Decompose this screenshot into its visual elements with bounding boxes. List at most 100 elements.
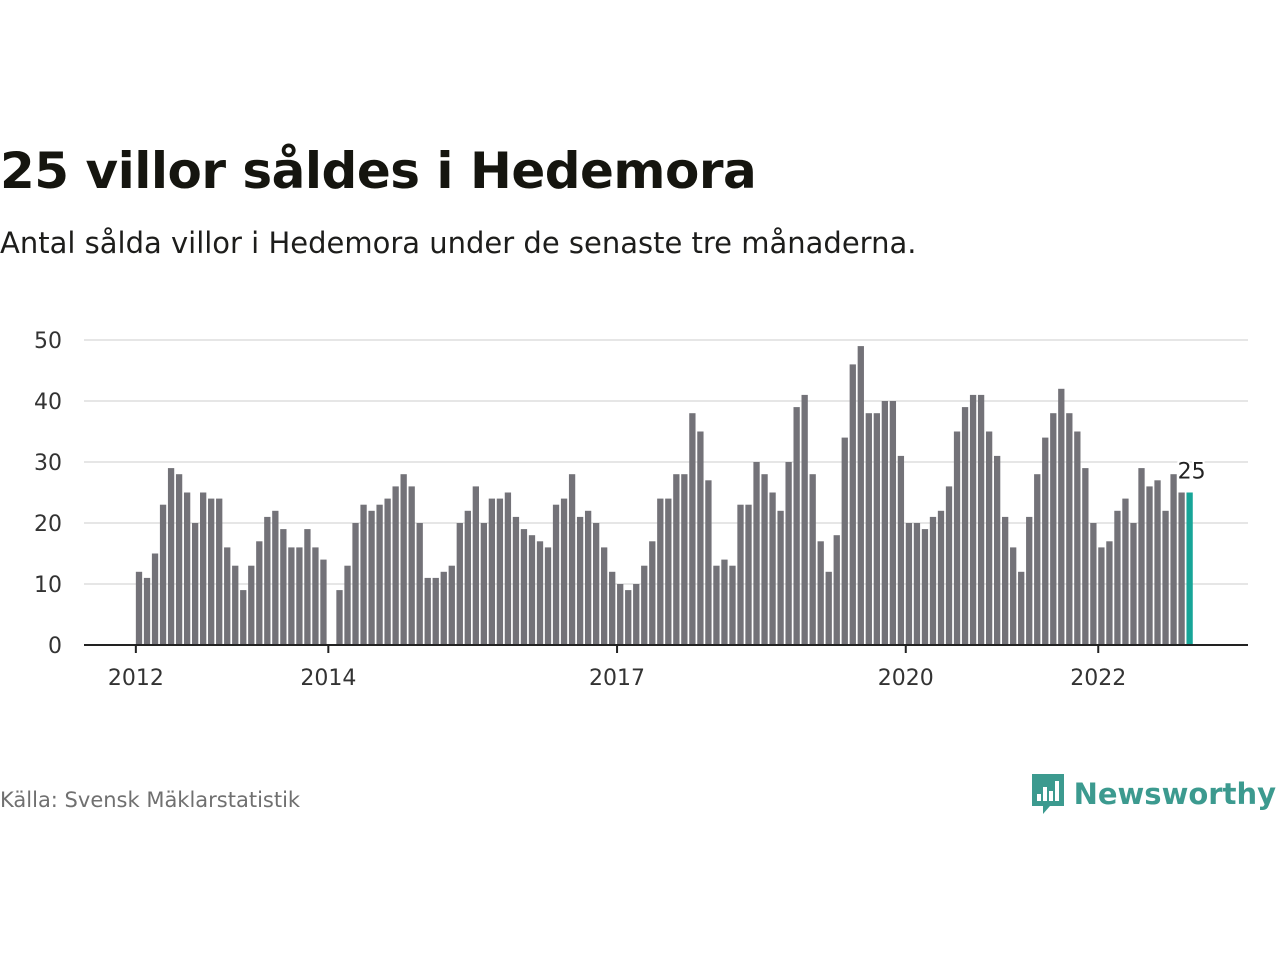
bar bbox=[1178, 492, 1185, 645]
bar bbox=[913, 523, 921, 645]
bar bbox=[1090, 523, 1097, 645]
bar bbox=[296, 547, 303, 645]
bar bbox=[352, 523, 359, 645]
bar bbox=[384, 498, 391, 645]
bar bbox=[705, 480, 712, 645]
bar bbox=[416, 523, 423, 645]
bar bbox=[200, 492, 207, 645]
bar bbox=[1098, 547, 1105, 645]
x-tick-label: 2022 bbox=[1070, 666, 1126, 691]
bar bbox=[713, 565, 720, 645]
y-tick-label: 40 bbox=[34, 390, 62, 415]
bar bbox=[528, 535, 536, 645]
bar bbox=[232, 565, 239, 645]
bar bbox=[344, 565, 351, 645]
bar bbox=[801, 394, 808, 645]
bar bbox=[544, 547, 552, 645]
bar bbox=[480, 523, 488, 645]
bar bbox=[769, 492, 776, 645]
bar bbox=[576, 516, 584, 645]
bar bbox=[552, 504, 560, 645]
bar bbox=[408, 486, 415, 645]
bar bbox=[809, 474, 816, 645]
bar bbox=[1114, 510, 1121, 645]
bar bbox=[360, 504, 367, 645]
chart-title: 25 villor såldes i Hedemora bbox=[0, 142, 757, 200]
y-tick-label: 30 bbox=[34, 451, 62, 476]
bar bbox=[905, 523, 913, 645]
bar bbox=[320, 559, 327, 645]
bar bbox=[1066, 413, 1073, 645]
bar bbox=[1122, 498, 1129, 645]
bar bbox=[729, 565, 736, 645]
bar bbox=[665, 498, 672, 645]
bar bbox=[272, 510, 279, 645]
bar bbox=[1058, 388, 1065, 645]
bar bbox=[151, 553, 159, 645]
bar bbox=[625, 590, 632, 645]
bar bbox=[448, 565, 455, 645]
highlight-bar bbox=[1186, 492, 1193, 645]
bar bbox=[568, 474, 576, 645]
bar bbox=[945, 486, 953, 645]
bar bbox=[753, 462, 760, 645]
bar bbox=[1002, 516, 1009, 645]
bar bbox=[849, 364, 856, 645]
bar bbox=[889, 401, 897, 645]
bar bbox=[456, 523, 463, 645]
bar bbox=[376, 504, 383, 645]
bar bbox=[183, 492, 191, 645]
x-tick-label: 2014 bbox=[300, 666, 356, 691]
bar bbox=[1050, 413, 1057, 645]
bar bbox=[953, 431, 961, 645]
bar bbox=[1074, 431, 1081, 645]
bars bbox=[135, 346, 1193, 645]
bar bbox=[167, 468, 175, 645]
highlight-value-label: 25 bbox=[1178, 460, 1206, 485]
y-tick-label: 10 bbox=[34, 573, 62, 598]
bar bbox=[921, 529, 929, 645]
bar bbox=[392, 486, 399, 645]
bar bbox=[697, 431, 704, 645]
bar bbox=[175, 474, 183, 645]
bar bbox=[1042, 437, 1049, 645]
bar bbox=[432, 577, 439, 645]
bar bbox=[1034, 474, 1041, 645]
bar bbox=[817, 541, 824, 645]
bar bbox=[785, 462, 792, 645]
x-tick-label: 2012 bbox=[108, 666, 164, 691]
bar bbox=[673, 474, 680, 645]
bar bbox=[440, 571, 447, 645]
bar bbox=[881, 401, 889, 645]
bar bbox=[841, 437, 848, 645]
bar bbox=[424, 577, 431, 645]
bar bbox=[1026, 516, 1033, 645]
bar bbox=[961, 407, 969, 645]
x-tick-label: 2020 bbox=[878, 666, 934, 691]
bar bbox=[793, 407, 800, 645]
bar bbox=[368, 510, 375, 645]
bar bbox=[833, 535, 840, 645]
bar bbox=[761, 474, 768, 645]
labels: 25 bbox=[1176, 458, 1208, 487]
bar bbox=[280, 529, 287, 645]
bar bbox=[159, 504, 167, 645]
x-tick-label: 2017 bbox=[589, 666, 645, 691]
bar bbox=[504, 492, 512, 645]
bar bbox=[1170, 474, 1177, 645]
bar bbox=[1130, 523, 1137, 645]
bar bbox=[488, 498, 496, 645]
bar bbox=[1018, 571, 1025, 645]
brand-name: Newsworthy bbox=[1073, 777, 1276, 811]
bar bbox=[657, 498, 664, 645]
bar bbox=[560, 498, 568, 645]
bar bbox=[641, 565, 648, 645]
bar bbox=[929, 516, 937, 645]
y-tick-label: 20 bbox=[34, 512, 62, 537]
bar bbox=[288, 547, 295, 645]
bar bbox=[304, 529, 311, 645]
bar bbox=[1082, 468, 1089, 645]
bar bbox=[1010, 547, 1017, 645]
bar bbox=[689, 413, 696, 645]
bar bbox=[536, 541, 544, 645]
